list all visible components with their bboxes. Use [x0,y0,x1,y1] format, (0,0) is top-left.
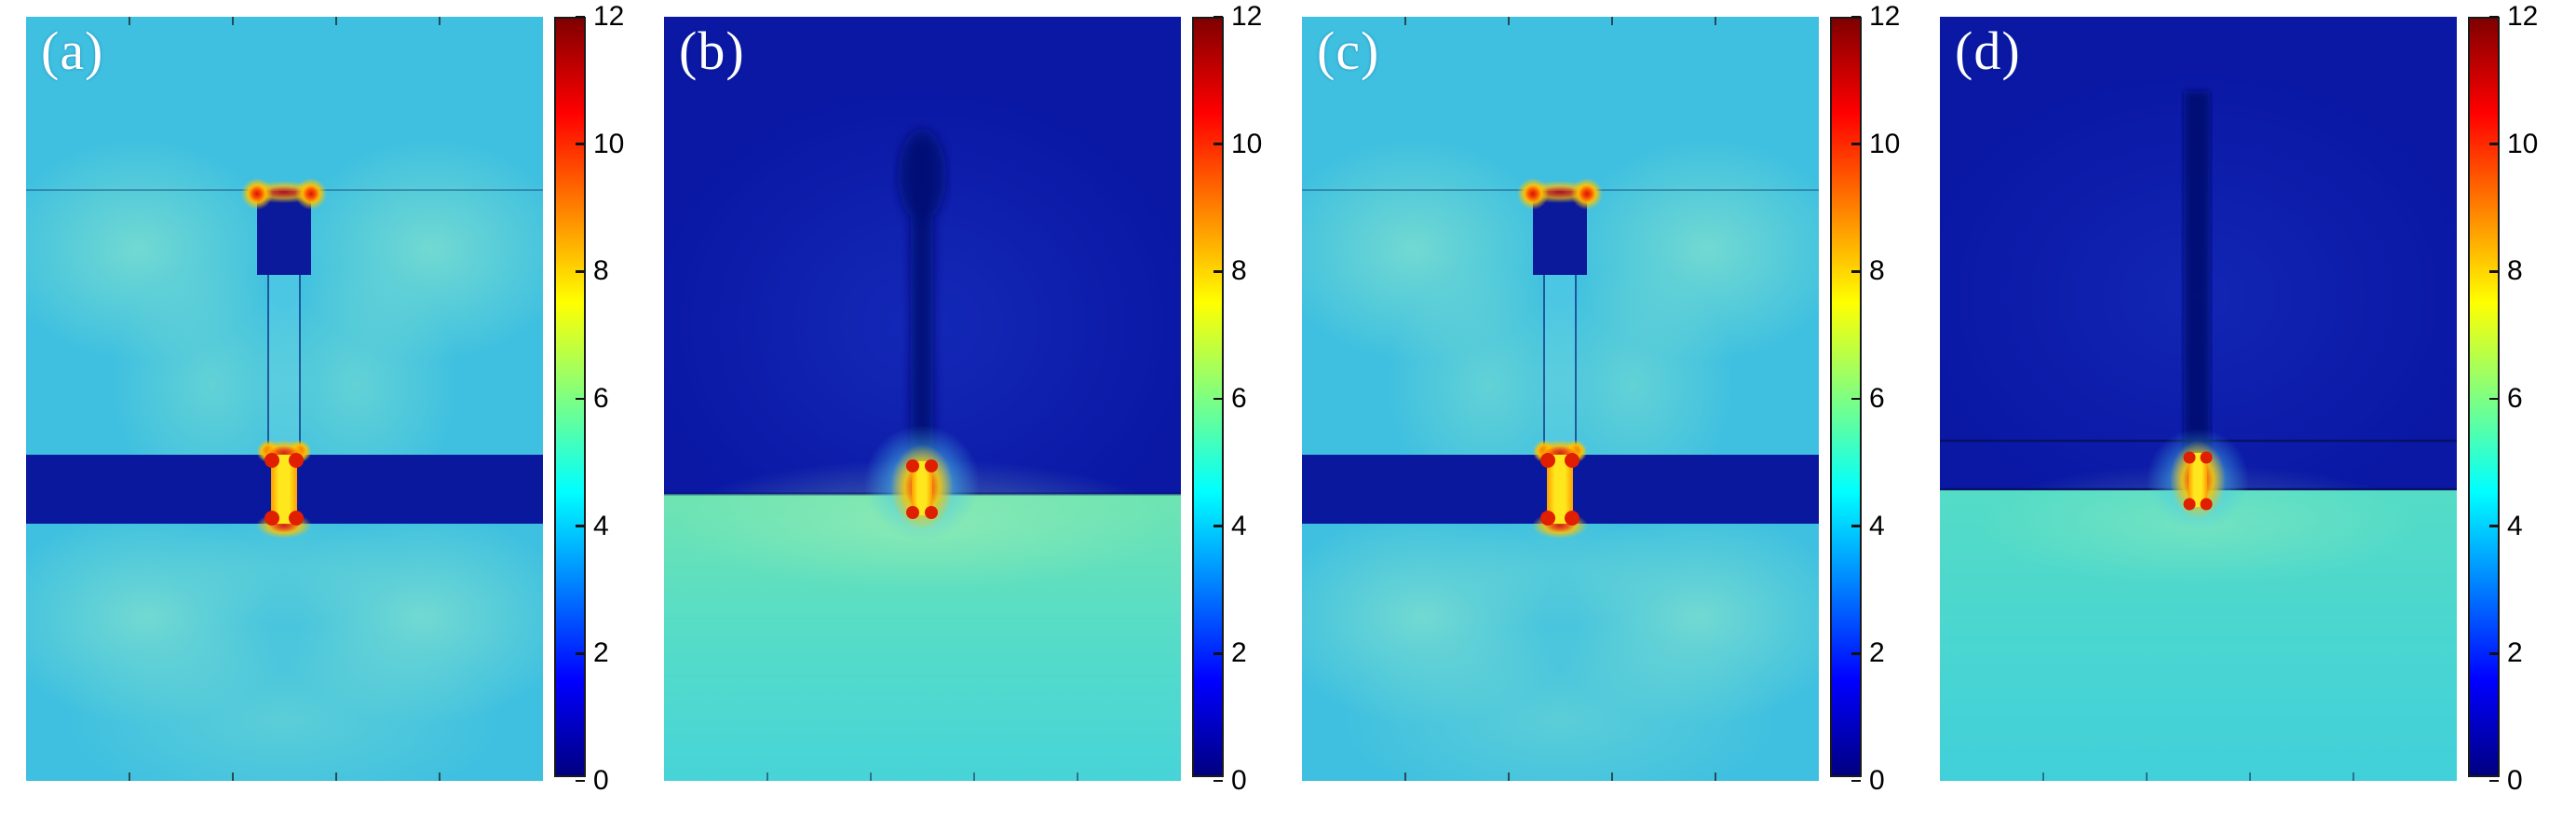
colorbar-tick-label: 6 [2507,383,2523,414]
tick-mark [1851,525,1861,527]
panel-c-label: (c) [1317,21,1380,81]
field-plot-d [1940,17,2457,781]
colorbar-tick-label: 0 [593,765,609,796]
hotspots-block-top [241,178,327,210]
tick-mark [576,779,585,783]
pore-column [2189,453,2207,507]
colorbar-tick-label: 4 [2507,510,2523,541]
colorbar-tick-label: 12 [593,1,625,32]
field-enhancement-glows [1302,138,1819,781]
colorbar-tick-label: 6 [1869,383,1885,414]
panel-a-group: (a) 12 10 8 6 4 2 0 [26,1,640,796]
channel-streak [898,129,946,469]
panel-d-group: (d) 12 10 8 6 4 2 0 [1940,1,2554,796]
axis-ticks [2042,772,2354,781]
colorbar-tick-label: 2 [2507,637,2523,669]
panel-c-group: (c) 12 10 8 6 4 2 0 [1302,1,1916,796]
axis-ticks [766,772,1078,781]
colorbar-tick-label: 0 [1869,765,1885,796]
colorbar-tick-label: 12 [2507,1,2539,32]
tick-mark [2489,525,2499,527]
colorbar-tick-label: 8 [593,255,609,287]
colorbar-a: 12 10 8 6 4 2 0 [554,1,640,796]
channel-interior [1545,275,1575,455]
colorbar-b: 12 10 8 6 4 2 0 [1192,1,1278,796]
tick-mark [576,143,585,145]
colorbar-tick-label: 10 [1869,128,1901,159]
tick-mark [1213,143,1223,145]
tick-mark [2489,270,2499,273]
colorbar-tick-label: 2 [1231,637,1247,669]
tick-mark [2489,143,2499,145]
tick-mark [1213,779,1223,783]
tick-mark [1851,397,1861,401]
colorbar-tick-label: 2 [593,637,609,669]
colorbar-tick-label: 12 [1869,1,1901,32]
tick-mark [576,270,585,273]
hotspots-pore [2170,441,2226,519]
colorbar-tick-label: 6 [1231,383,1247,414]
colorbar-tick-label: 8 [1869,255,1885,287]
field-enhancement-glows [26,138,543,781]
heatmap-panel-d: (d) [1940,17,2457,781]
colorbar-tick-label: 2 [1869,637,1885,669]
colorbar-tick-label: 4 [593,510,609,541]
tick-mark [2489,15,2499,19]
tick-mark [1851,270,1861,273]
tick-mark [2489,652,2499,655]
tick-mark [1851,15,1861,19]
field-plot-c [1302,17,1819,781]
hotspots-block-top [1517,178,1603,210]
tick-mark [576,15,585,19]
tick-mark [2489,779,2499,783]
tick-mark [1213,652,1223,655]
tick-mark [1851,143,1861,145]
channel-streak [2184,91,2210,487]
tick-mark [576,652,585,655]
colorbar-tick-label: 8 [2507,255,2523,287]
field-plot-b [664,17,1181,781]
colorbar-tick-label: 4 [1869,510,1885,541]
hotspots-pore [256,440,312,539]
tick-mark [1213,397,1223,401]
tick-mark [1851,652,1861,655]
colorbar-tick-label: 10 [2507,128,2539,159]
axis-ticks [129,17,441,781]
colorbar-d: 12 10 8 6 4 2 0 [2468,1,2554,796]
colorbar-c: 12 10 8 6 4 2 0 [1830,1,1916,796]
tick-mark [1213,15,1223,19]
tick-mark [1213,525,1223,527]
colorbar-tick-label: 10 [593,128,625,159]
field-plot-a [26,17,543,781]
heatmap-panel-b: (b) [664,17,1181,781]
channel-interior [269,275,299,455]
colorbar-tick-label: 6 [593,383,609,414]
heatmap-panel-a: (a) [26,17,543,781]
colorbar-tick-label: 4 [1231,510,1247,541]
tick-mark [2489,397,2499,401]
tick-mark [576,397,585,401]
tick-mark [576,525,585,527]
colorbar-tick-label: 8 [1231,255,1247,287]
colorbar-tick-label: 0 [2507,765,2523,796]
panel-b-label: (b) [679,21,745,81]
panel-d-label: (d) [1955,21,2021,81]
colorbar-tick-label: 10 [1231,128,1263,159]
hotspots-pore [890,444,954,530]
panel-a-label: (a) [41,21,104,81]
axis-ticks [1404,17,1716,781]
colorbar-tick-label: 12 [1231,1,1263,32]
colorbar-tick-label: 0 [1231,765,1247,796]
tick-mark [1851,779,1861,783]
tick-mark [1213,270,1223,273]
heatmap-panel-c: (c) [1302,17,1819,781]
pore-column [912,461,932,515]
panel-b-group: (b) 12 10 8 6 4 2 0 [664,1,1278,796]
hotspots-pore [1532,440,1588,539]
